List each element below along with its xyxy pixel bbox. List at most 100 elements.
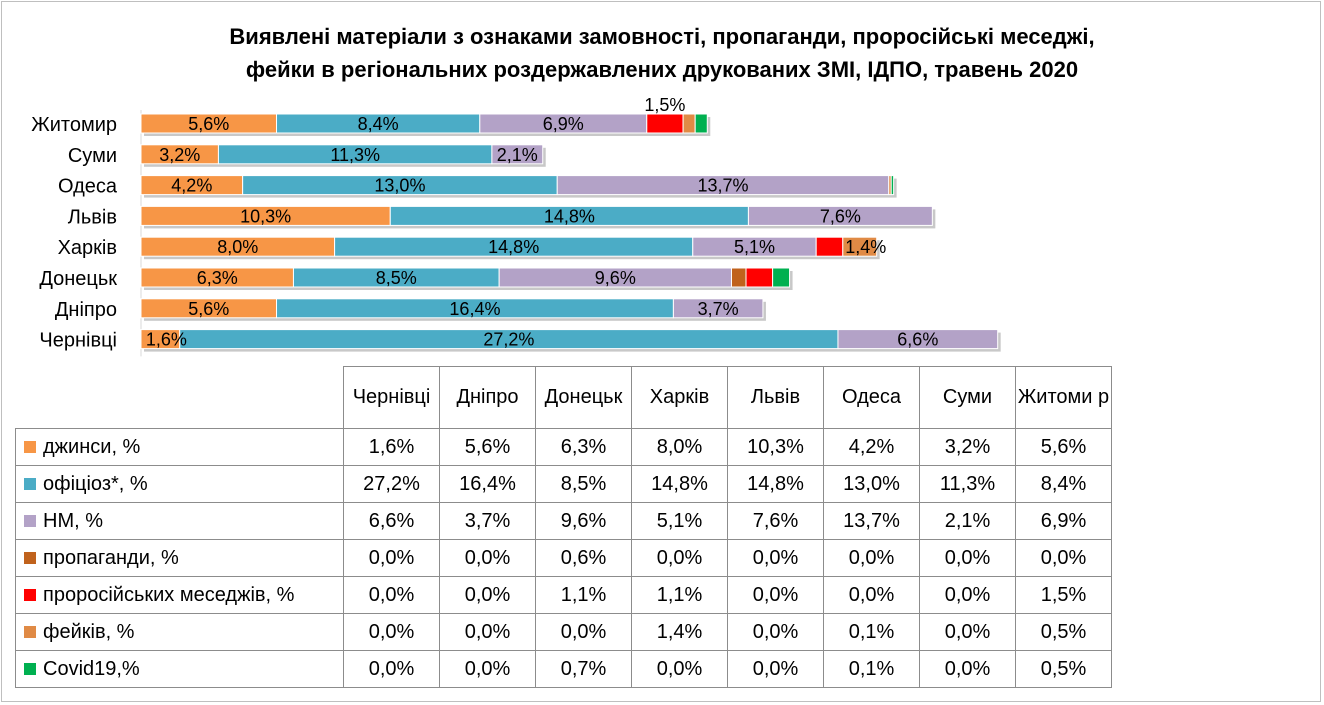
table-corner-cell [15, 366, 344, 429]
table-cell: 5,1% [631, 502, 728, 540]
table-row-header: проросійських меседжів, % [15, 576, 344, 614]
table-cell: 1,4% [631, 613, 728, 651]
bar-segment [745, 267, 774, 288]
table-cell: 0,0% [727, 613, 824, 651]
bar-segment [747, 205, 933, 226]
chart-title-line-1: Виявлені матеріали з ознаками замовності… [229, 24, 1095, 49]
table-row: пропаганди, % 0,0% 0,0% 0,6% 0,0% 0,0% 0,0% 0,0… [15, 539, 1112, 577]
data-label: 16,4% [449, 299, 500, 319]
table-row-header: офіціоз*, % [15, 465, 344, 503]
table-cell: 11,3% [919, 465, 1016, 503]
data-label: 2,1% [497, 145, 538, 165]
category-label: Одеса [58, 176, 118, 198]
table-row: офіціоз*, % 27,2% 16,4% 8,5% 14,8% 14,8% 13,0%… [15, 465, 1112, 503]
table-cell: 0,0% [823, 576, 920, 614]
data-label: 6,3% [197, 268, 238, 288]
category-label: Чернівці [39, 330, 117, 352]
data-label: 1,5% [644, 95, 685, 115]
table-cell: 0,5% [1015, 613, 1112, 651]
legend-series-name: Covid19,% [43, 657, 140, 680]
data-label: 14,8% [544, 206, 595, 226]
table-cell: 0,0% [727, 576, 824, 614]
bar-segment [682, 113, 696, 134]
legend-swatch [24, 662, 36, 675]
table-column-header: Одеса [823, 366, 920, 429]
table-cell: 5,6% [1015, 428, 1112, 466]
data-label: 27,2% [483, 330, 534, 350]
data-label: 5,6% [188, 114, 229, 134]
table-column-header: Донецьк [535, 366, 632, 429]
bar-segment [772, 267, 791, 288]
data-label: 1,4% [845, 237, 886, 257]
table-cell: 3,7% [439, 502, 536, 540]
legend-swatch [24, 477, 36, 490]
data-label: 13,0% [374, 176, 425, 196]
table-cell: 4,2% [823, 428, 920, 466]
category-label: Харків [58, 237, 117, 259]
table-cell: 0,0% [439, 613, 536, 651]
table-row-header: пропаганди, % [15, 539, 344, 577]
legend-swatch [24, 625, 36, 638]
table-cell: 14,8% [631, 465, 728, 503]
table-cell: 0,6% [535, 539, 632, 577]
bar-segment [815, 236, 844, 257]
legend-swatch [24, 588, 36, 601]
table-cell: 0,0% [727, 539, 824, 577]
table-cell: 0,0% [727, 650, 824, 688]
table-cell: 13,7% [823, 502, 920, 540]
category-label: Дніпро [55, 299, 117, 321]
table-column-header: Житоми р [1015, 366, 1112, 429]
table-cell: 0,0% [439, 539, 536, 577]
data-label: 3,7% [698, 299, 739, 319]
table-cell: 6,6% [343, 502, 440, 540]
table-column-header: Чернівці [343, 366, 440, 429]
data-label: 8,5% [376, 268, 417, 288]
data-label: 7,6% [820, 206, 861, 226]
data-label: 14,8% [488, 237, 539, 257]
bar-segment [730, 267, 747, 288]
table-cell: 14,8% [727, 465, 824, 503]
table-cell: 13,0% [823, 465, 920, 503]
table-cell: 0,0% [439, 576, 536, 614]
table-cell: 0,0% [343, 539, 440, 577]
table-cell: 27,2% [343, 465, 440, 503]
table-column-header: Дніпро [439, 366, 536, 429]
table-cell: 0,0% [535, 613, 632, 651]
bar-segment [672, 298, 764, 319]
table-row: НМ, % 6,6% 3,7% 9,6% 5,1% 7,6% 13,7% 2,1% 6,9% [15, 502, 1112, 540]
table-body: джинси, % 1,6% 5,6% 6,3% 8,0% 10,3% 4,2% 3,2% 5,… [15, 428, 1112, 688]
legend-series-name: джинси, % [43, 435, 141, 458]
table-cell: 0,0% [343, 576, 440, 614]
data-label: 6,6% [897, 330, 938, 350]
table-cell: 0,0% [439, 650, 536, 688]
category-label: Житомир [31, 114, 117, 136]
table-cell: 0,0% [631, 539, 728, 577]
table-cell: 8,4% [1015, 465, 1112, 503]
legend-series-name: проросійських меседжів, % [43, 583, 295, 606]
table-cell: 10,3% [727, 428, 824, 466]
legend-series-name: офіціоз*, % [43, 472, 148, 495]
legend-series-name: НМ, % [43, 509, 103, 532]
table-column-header: Львів [727, 366, 824, 429]
table-cell: 7,6% [727, 502, 824, 540]
data-label: 10,3% [240, 206, 291, 226]
table-cell: 16,4% [439, 465, 536, 503]
data-label: 8,0% [217, 237, 258, 257]
stacked-bar-chart: Житомир 5,6% 8,4% 6,9% 1,5% Суми 3,2% 11,3% 2,1%… [31, 95, 1001, 357]
data-label: 6,9% [543, 114, 584, 134]
table-cell: 0,5% [1015, 650, 1112, 688]
table-row: джинси, % 1,6% 5,6% 6,3% 8,0% 10,3% 4,2% 3,2% 5,… [15, 428, 1112, 466]
table-row: фейків, % 0,0% 0,0% 0,0% 1,4% 0,0% 0,1% 0,0% 0,5… [15, 613, 1112, 651]
legend-series-name: пропаганди, % [43, 546, 179, 569]
table-cell: 0,1% [823, 613, 920, 651]
table-column-header: Харків [631, 366, 728, 429]
table-cell: 6,3% [535, 428, 632, 466]
data-label: 5,6% [188, 299, 229, 319]
table-cell: 0,0% [919, 576, 1016, 614]
bar-segment [837, 329, 999, 350]
table-cell: 0,0% [823, 539, 920, 577]
table-cell: 0,0% [1015, 539, 1112, 577]
table-header-row: Чернівці Дніпро Донецьк Харків Львів Одеса Сум… [15, 366, 1112, 429]
table-row-header: НМ, % [15, 502, 344, 540]
table-cell: 1,5% [1015, 576, 1112, 614]
